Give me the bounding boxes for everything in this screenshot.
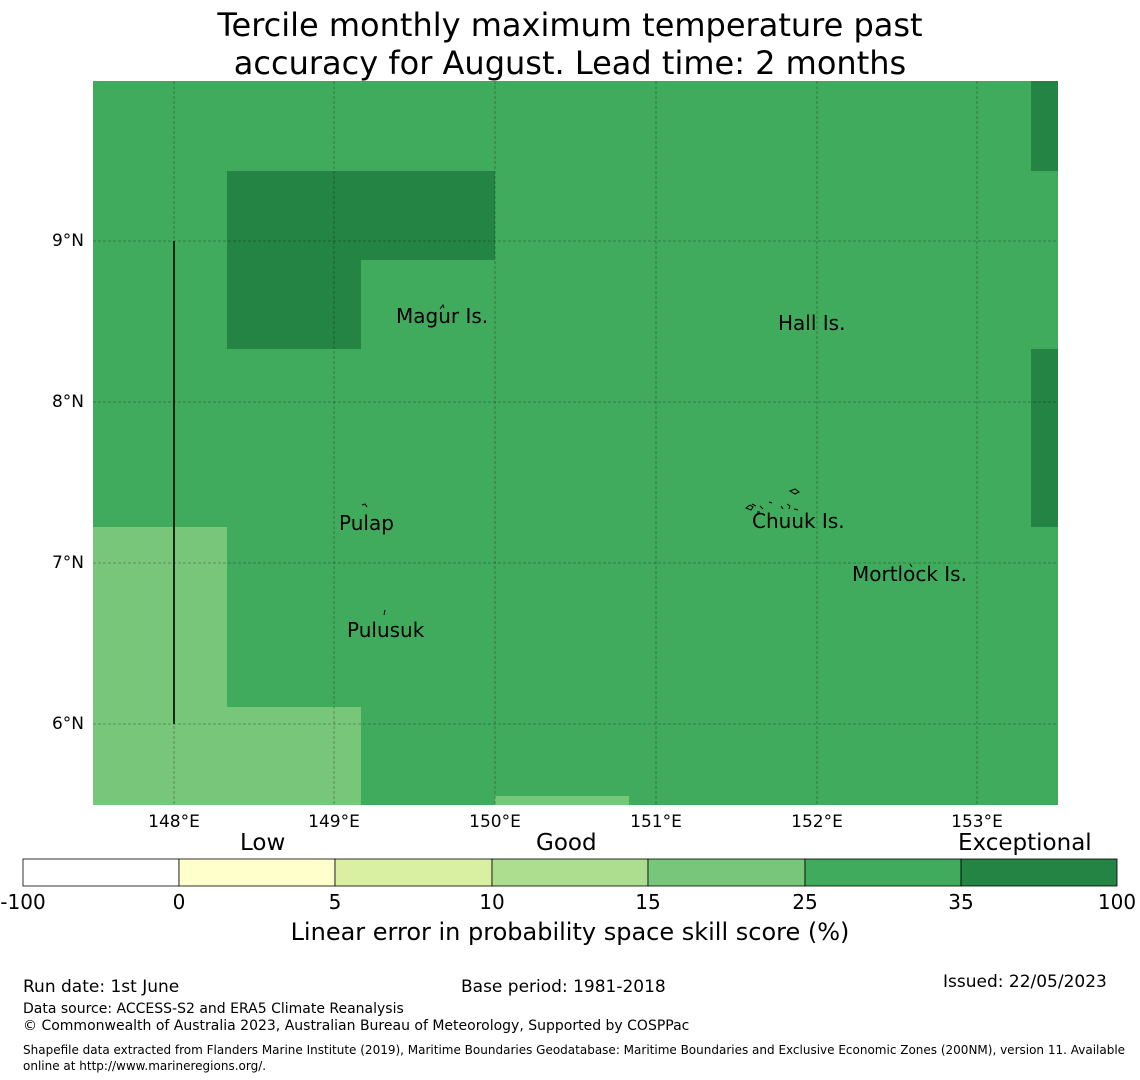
pulap-island [361,503,368,508]
colorbar-segment-2 [178,858,336,887]
region-good-bottomleft-b [93,707,361,805]
category-low: Low [240,830,286,856]
colorbar-segment-5 [647,858,806,887]
lat-tick-7n: 7°N [51,553,84,573]
title-line-1: Tercile monthly maximum temperature past [217,6,923,44]
base-period: Base period: 1981-2018 [461,977,666,997]
chuuk-islands [744,488,800,513]
chart-title: Tercile monthly maximum temperature past… [0,6,1140,82]
colorbar-tick-5: 25 [792,890,818,914]
mortlock-island [909,563,913,568]
category-good: Good [536,830,597,856]
lat-tick-8n: 8°N [51,392,84,412]
place-label-magur: Magur Is. [396,304,489,328]
lat-tick-9n: 9°N [51,231,84,251]
shapefile-credit: Shapefile data extracted from Flanders M… [23,1043,1126,1073]
lon-tick-151e: 151°E [630,812,682,832]
gridlines [93,81,1058,805]
data-source: Data source: ACCESS-S2 and ERA5 Climate … [23,1001,404,1017]
island-outlines [361,303,913,616]
lon-tick-153e: 153°E [951,812,1003,832]
lon-tick-148e: 148°E [148,812,200,832]
colorbar-tick-0: -100 [0,890,46,914]
colorbar-tick-6: 35 [948,890,974,914]
region-exceptional-right-top [1031,81,1058,171]
title-line-2: accuracy for August. Lead time: 2 months [233,44,907,82]
region-exceptional-topleft-b [227,171,361,349]
region-good-bottom-mid [495,796,629,805]
copyright: © Commonwealth of Australia 2023, Austra… [23,1018,690,1034]
place-label-pulusuk: Pulusuk [347,618,425,642]
colorbar-label: Linear error in probability space skill … [290,918,850,946]
colorbar-segment-1 [22,858,180,887]
colorbar-segment-4 [491,858,649,887]
region-exceptional-right-mid [1031,349,1058,527]
issued-date: Issued: 22/05/2023 [943,972,1107,992]
colorbar-segment-6 [804,858,962,887]
category-exceptional: Exceptional [958,830,1092,856]
magur-island [439,303,445,310]
place-label-mortlock: Mortlock Is. [852,562,967,586]
colorbar-tick-3: 10 [479,890,505,914]
colorbar-segment-3 [334,858,493,887]
place-label-pulap: Pulap [339,511,394,535]
colorbar-tick-2: 5 [328,890,342,914]
run-date: Run date: 1st June [23,977,180,997]
pulusuk-island [383,609,386,616]
colorbar-tick-7: 100 [1097,890,1137,914]
colorbar-segment-7 [960,858,1118,887]
colorbar-tick-4: 15 [635,890,661,914]
colorbar-tick-1: 0 [172,890,186,914]
lon-tick-152e: 152°E [791,812,843,832]
place-label-hall: Hall Is. [778,311,846,335]
place-label-chuuk: Chuuk Is. [752,509,845,533]
colorbar [22,858,1118,887]
lon-tick-149e: 149°E [308,812,360,832]
lat-tick-6n: 6°N [51,714,84,734]
lon-tick-150e: 150°E [469,812,521,832]
